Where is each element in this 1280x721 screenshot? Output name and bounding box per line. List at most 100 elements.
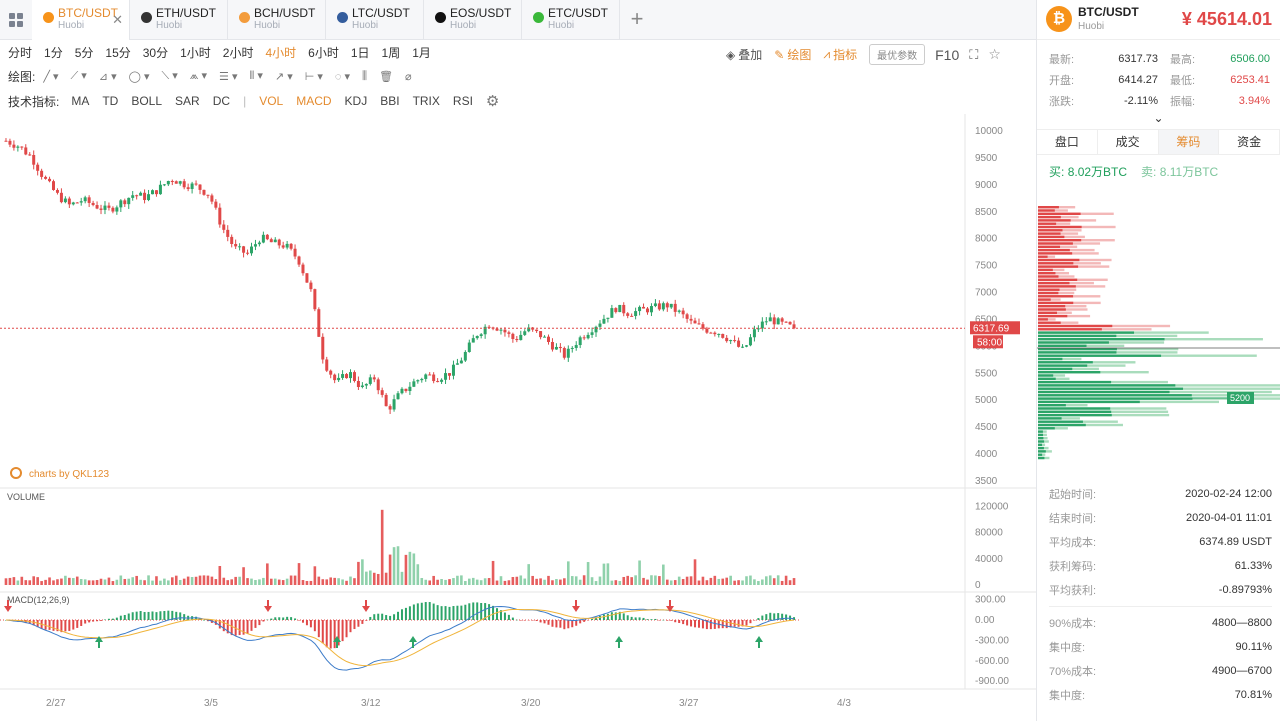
candle-body: [376, 379, 380, 391]
timeframe-6[interactable]: 2小时: [222, 45, 254, 60]
settings-gear-icon[interactable]: ⚙: [485, 93, 500, 110]
chip-bar: [1038, 413, 1112, 417]
timeframe-3[interactable]: 15分: [105, 45, 131, 60]
candle-body: [372, 377, 376, 380]
volume-bar: [135, 575, 138, 585]
macd-bar: [369, 616, 372, 620]
stat-value: -2.11%: [1123, 94, 1158, 107]
timeframe-1[interactable]: 1分: [44, 45, 63, 60]
timeframe-8[interactable]: 6小时: [308, 45, 339, 60]
timeframe-10[interactable]: 1周: [381, 45, 401, 60]
indicator-button[interactable]: ⩘ 指标: [823, 46, 857, 63]
close-icon[interactable]: ✕: [112, 12, 123, 27]
timeframe-11[interactable]: 1月: [412, 45, 431, 60]
best-params-button[interactable]: 最优参数: [869, 44, 926, 65]
indicator-dc[interactable]: DC: [212, 94, 231, 108]
macd-bar: [270, 618, 273, 620]
f10-button[interactable]: F10: [935, 46, 960, 63]
y-tick-label: 10000: [975, 126, 1003, 137]
y-tick-label: 3500: [975, 476, 998, 487]
side-tab-0[interactable]: 盘口: [1037, 130, 1098, 154]
indicator-trix[interactable]: TRIX: [412, 94, 440, 108]
candle-body: [677, 310, 681, 312]
comment-tool-icon[interactable]: ◌ ▾: [334, 70, 351, 83]
fib-tool-icon[interactable]: ☰ ▾: [219, 70, 238, 83]
overlay-button[interactable]: ◈ 叠加: [726, 46, 762, 63]
trash-icon[interactable]: 🗑: [379, 70, 394, 83]
indicator-macd[interactable]: MACD: [296, 94, 332, 108]
candle-body: [404, 388, 408, 392]
volume-bar: [246, 578, 249, 585]
chevron-down-icon[interactable]: ⌄: [1153, 111, 1164, 125]
candle-body: [44, 176, 48, 179]
tab-bch-usdt[interactable]: BCH/USDT Huobi: [228, 0, 326, 40]
timeframe-4[interactable]: 30分: [142, 45, 169, 60]
ray-tool-icon[interactable]: ⟋ ▾: [70, 70, 87, 82]
indicator-td[interactable]: TD: [102, 94, 119, 108]
indicator-boll[interactable]: BOLL: [131, 94, 163, 108]
star-icon[interactable]: ☆: [988, 46, 1001, 62]
timeframe-7[interactable]: 4小时: [265, 45, 297, 60]
layers-icon: ◈: [726, 47, 736, 62]
macd-bar: [476, 602, 479, 620]
stat-value-2: 3.94%: [1238, 94, 1270, 107]
indicator-rsi[interactable]: RSI: [452, 94, 473, 108]
candle-body: [649, 306, 653, 313]
indicator-ma[interactable]: MA: [71, 94, 90, 108]
side-tab-2[interactable]: 筹码: [1158, 130, 1220, 154]
candle-body: [760, 321, 764, 329]
bar-pattern-icon[interactable]: ⫼: [362, 69, 368, 82]
line-tool-icon[interactable]: ╱ ▾: [43, 70, 59, 83]
separator: |: [243, 94, 247, 108]
fullscreen-icon[interactable]: ⛶: [969, 46, 979, 62]
side-tab-1[interactable]: 成交: [1098, 130, 1159, 154]
tab-eos-usdt[interactable]: EOS/USDT Huobi: [424, 0, 522, 40]
channel-tool-icon[interactable]: ⊿ ▾: [98, 70, 117, 83]
timeframe-0[interactable]: 分时: [8, 45, 33, 60]
buy-signal-icon: [333, 636, 341, 642]
candle-body: [147, 194, 151, 201]
indicator-vol[interactable]: VOL: [259, 94, 284, 108]
timeframe-9[interactable]: 1日: [350, 45, 370, 60]
macd-bar: [44, 620, 47, 630]
timeframe-2[interactable]: 5分: [74, 45, 94, 60]
candle-body: [174, 181, 178, 184]
kline-chart[interactable]: 1000095009000850080007500700065006000550…: [0, 114, 1036, 721]
macd-bar: [147, 611, 150, 620]
zigzag-tool-icon[interactable]: ⟍ ▾: [161, 70, 178, 82]
gann-tool-icon[interactable]: ⦀ ▾: [249, 70, 263, 82]
macd-bar: [729, 620, 732, 628]
volume-bar: [543, 579, 546, 585]
pattern-tool-icon[interactable]: ⩕ ▾: [189, 70, 208, 82]
volume-bar: [507, 580, 511, 585]
indicator-sar[interactable]: SAR: [175, 94, 200, 108]
volume-bar: [238, 576, 241, 585]
timeframe-5[interactable]: 1小时: [180, 45, 211, 60]
chip-bar: [1038, 354, 1162, 357]
add-tab-button[interactable]: +: [630, 6, 644, 31]
volume-bar: [155, 576, 158, 585]
tab-pair: BTC/USDT: [58, 6, 118, 20]
indicator-label: 指标: [833, 48, 858, 62]
draw-button[interactable]: ✎ 绘图: [774, 46, 811, 63]
tab-etc-usdt[interactable]: ETC/USDT Huobi: [522, 0, 620, 40]
indicator-bbi[interactable]: BBI: [380, 94, 400, 108]
arrow-tool-icon[interactable]: ↗ ▾: [274, 70, 293, 83]
measure-tool-icon[interactable]: ⊢ ▾: [304, 70, 323, 83]
volume-bar: [369, 570, 372, 585]
macd-bar: [575, 620, 578, 626]
side-tab-3[interactable]: 资金: [1219, 130, 1280, 154]
candle-body: [143, 192, 147, 201]
indicator-kdj[interactable]: KDJ: [344, 94, 368, 108]
tab-ltc-usdt[interactable]: LTC/USDT Huobi: [326, 0, 424, 40]
magnet-icon[interactable]: ⌀: [405, 70, 412, 83]
volume-bar: [333, 577, 336, 585]
tab-btc-usdt[interactable]: BTC/USDT Huobi ✕: [32, 0, 130, 40]
chip-bar: [1038, 265, 1079, 268]
tab-eth-usdt[interactable]: ETH/USDT Huobi: [130, 0, 228, 40]
circle-tool-icon[interactable]: ◯ ▾: [128, 70, 150, 83]
volume-bar: [638, 560, 641, 585]
volume-bar: [305, 580, 309, 585]
candle-body: [487, 326, 491, 328]
grid-menu-icon[interactable]: [0, 0, 32, 40]
